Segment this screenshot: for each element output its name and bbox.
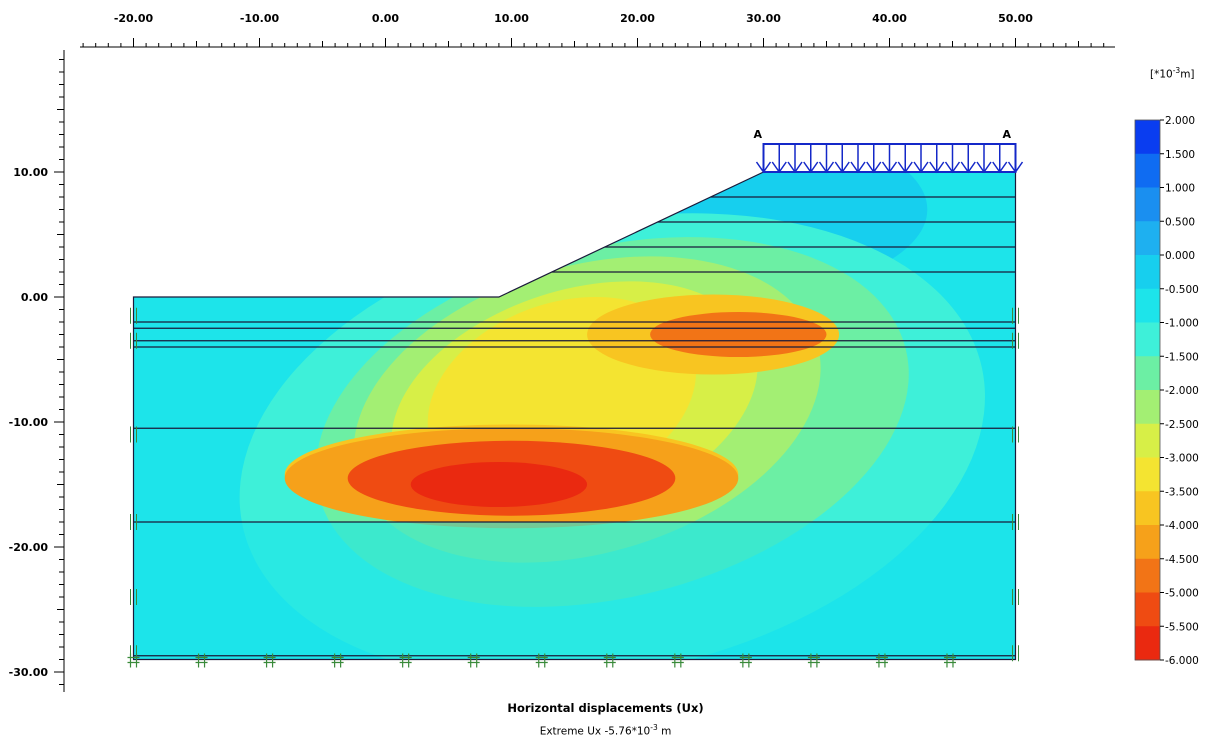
load-arrowhead (755, 161, 772, 174)
legend-swatch (1135, 255, 1160, 290)
bottom-fixity (263, 653, 276, 668)
x-tick-label: 0.00 (372, 12, 399, 25)
legend-swatch (1135, 322, 1160, 357)
load-arrowhead (944, 161, 961, 174)
plot-title: Horizontal displacements (Ux) (507, 701, 704, 715)
load-arrowhead (960, 161, 976, 174)
legend-swatch (1135, 153, 1160, 188)
bottom-fixity (399, 653, 412, 668)
x-tick-label: 40.00 (872, 12, 907, 25)
bottom-fixity (535, 653, 548, 668)
load-arrowhead (881, 161, 898, 174)
bottom-fixity (467, 653, 480, 668)
legend-swatch (1135, 457, 1160, 492)
load-arrowhead (850, 161, 866, 174)
load-arrowhead (992, 161, 1008, 174)
load-arrowhead (897, 161, 913, 174)
x-tick-label: -10.00 (240, 12, 280, 25)
legend-label: -0.500 (1165, 284, 1199, 296)
bottom-layer-fill (133, 522, 1016, 660)
legend-label: -4.500 (1165, 554, 1199, 566)
bottom-fixity (875, 653, 888, 668)
legend-label: -4.000 (1165, 520, 1199, 532)
load-arrowhead (929, 161, 945, 174)
bottom-fixity (739, 653, 752, 668)
legend-label: -2.500 (1165, 419, 1199, 431)
bottom-fixity (943, 653, 956, 668)
load-arrowhead (818, 161, 835, 174)
y-tick-label: 0.00 (21, 291, 48, 304)
legend-label: -1.500 (1165, 351, 1199, 363)
legend-swatch (1135, 288, 1160, 323)
legend-swatch (1135, 626, 1160, 661)
load-arrowhead (834, 161, 850, 174)
point-label-a: A (1003, 128, 1012, 141)
y-tick-label: 10.00 (13, 166, 48, 179)
legend-swatch (1135, 525, 1160, 560)
legend-swatch (1135, 558, 1160, 593)
bottom-fixity (671, 653, 684, 668)
load-arrowhead (803, 161, 819, 174)
color-legend: 2.000 1.500 1.000 0.500 0.000 -0.500 -1.000 -1.… (1134, 115, 1199, 667)
x-axis-ruler: -20.00 -10.00 0.00 10.00 20.00 30.00 40.00 50.0… (80, 12, 1115, 48)
load-arrowhead (1007, 161, 1024, 174)
load-arrowhead (913, 161, 929, 174)
legend-label: 0.000 (1165, 250, 1195, 262)
legend-label: 1.500 (1165, 149, 1195, 161)
legend-label: -5.000 (1165, 588, 1199, 600)
displacement-zone-1 (650, 312, 827, 357)
legend-label: -6.000 (1165, 655, 1199, 667)
extreme-value: Extreme Ux -5.76*10-3 m (539, 723, 672, 738)
legend-label: -5.500 (1165, 621, 1199, 633)
bottom-fixity (807, 653, 820, 668)
bottom-fixity (331, 653, 344, 668)
legend-label: -3.000 (1165, 453, 1199, 465)
legend-unit: [*10-3m] (1150, 66, 1195, 81)
y-tick-label: -30.00 (9, 666, 49, 679)
y-tick-label: -10.00 (9, 416, 49, 429)
legend-swatch (1135, 390, 1160, 425)
legend-label: 0.500 (1165, 216, 1195, 228)
x-tick-label: 50.00 (998, 12, 1033, 25)
legend-label: 1.000 (1165, 183, 1195, 195)
legend-label: -3.500 (1165, 486, 1199, 498)
y-tick-label: -20.00 (9, 541, 49, 554)
bottom-fixity (127, 653, 140, 668)
x-tick-label: 20.00 (620, 12, 655, 25)
legend-label: -1.000 (1165, 318, 1199, 330)
legend-swatch (1135, 187, 1160, 222)
displacement-zone-4 (410, 462, 588, 507)
y-axis-ruler: 10.00 0.00 -10.00 -20.00 -30.00 (9, 50, 65, 692)
point-label-a: A (754, 128, 763, 141)
load-arrowhead (771, 161, 787, 174)
legend-swatch (1135, 592, 1160, 627)
legend-label: -2.000 (1165, 385, 1199, 397)
load-arrowhead (866, 161, 882, 174)
bottom-fixity (195, 653, 208, 668)
load-arrowhead (787, 161, 803, 174)
x-tick-label: -20.00 (114, 12, 154, 25)
bottom-fixity (603, 653, 616, 668)
legend-swatch (1135, 221, 1160, 256)
legend-label: 2.000 (1165, 115, 1195, 127)
legend-swatch (1135, 423, 1160, 458)
legend-swatch (1135, 120, 1160, 155)
legend-swatch (1135, 491, 1160, 526)
load-arrowhead (976, 161, 992, 174)
displacement-contours (133, 172, 1016, 660)
x-tick-label: 10.00 (494, 12, 529, 25)
x-tick-label: 30.00 (746, 12, 781, 25)
legend-swatch (1135, 356, 1160, 391)
